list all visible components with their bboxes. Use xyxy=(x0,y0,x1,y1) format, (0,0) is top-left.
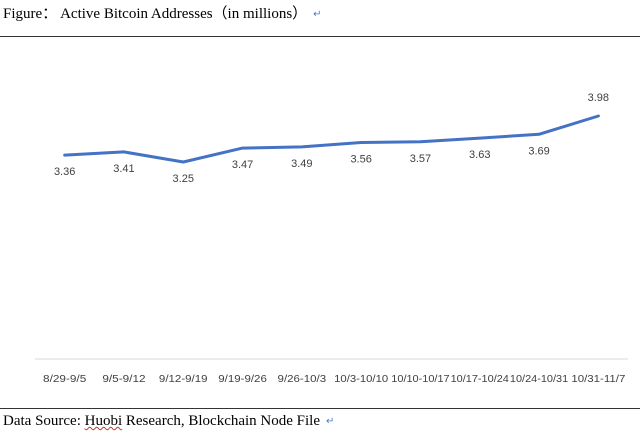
x-tick-label: 10/31-11/7 xyxy=(571,374,625,385)
data-label: 3.98 xyxy=(588,92,609,104)
top-rule xyxy=(0,36,640,37)
data-label: 3.25 xyxy=(173,173,194,185)
source-prefix: Data Source: xyxy=(3,413,85,429)
paragraph-mark-icon: ↵ xyxy=(326,416,335,427)
x-tick-label: 10/10-10/17 xyxy=(391,374,450,385)
data-label: 3.49 xyxy=(291,158,312,170)
x-tick-label: 9/26-10/3 xyxy=(278,374,327,385)
data-label: 3.63 xyxy=(469,149,490,161)
data-labels: 3.36 3.41 3.25 3.47 3.49 3.56 3.57 3.63 3.69 3.98 xyxy=(54,92,609,185)
x-tick-label: 10/24-10/31 xyxy=(510,374,569,385)
data-label: 3.36 xyxy=(54,166,75,178)
data-label: 3.47 xyxy=(232,159,253,171)
figure-caption-text: Figure： Active Bitcoin Addresses（in mill… xyxy=(3,6,308,22)
data-label: 3.69 xyxy=(528,145,549,157)
figure-caption: Figure： Active Bitcoin Addresses（in mill… xyxy=(3,2,322,23)
bottom-rule xyxy=(0,408,640,409)
x-tick-label: 10/3-10/10 xyxy=(334,374,388,385)
source-underlined: Huobi xyxy=(84,413,123,429)
x-tick-labels: 8/29-9/5 9/5-9/12 9/12-9/19 9/19-9/26 9/26-1… xyxy=(43,374,626,385)
x-tick-label: 9/19-9/26 xyxy=(218,374,267,385)
x-tick-label: 10/17-10/24 xyxy=(451,374,510,385)
x-tick-label: 9/5-9/12 xyxy=(102,374,146,385)
x-tick-label: 8/29-9/5 xyxy=(43,374,87,385)
x-tick-label: 9/12-9/19 xyxy=(159,374,208,385)
line-chart: 3.36 3.41 3.25 3.47 3.49 3.56 3.57 3.63 3.69 3.98… xyxy=(0,37,640,408)
chart-canvas: 3.36 3.41 3.25 3.47 3.49 3.56 3.57 3.63 3.69 3.98… xyxy=(35,92,628,385)
source-rest: Research, Blockchain Node File xyxy=(122,413,320,429)
data-source: Data Source: Huobi Research, Blockchain … xyxy=(3,413,334,430)
paragraph-mark-icon: ↵ xyxy=(313,9,322,20)
data-label: 3.56 xyxy=(350,153,371,165)
data-label: 3.57 xyxy=(410,153,431,165)
data-label: 3.41 xyxy=(113,163,134,175)
series-line xyxy=(63,114,600,164)
